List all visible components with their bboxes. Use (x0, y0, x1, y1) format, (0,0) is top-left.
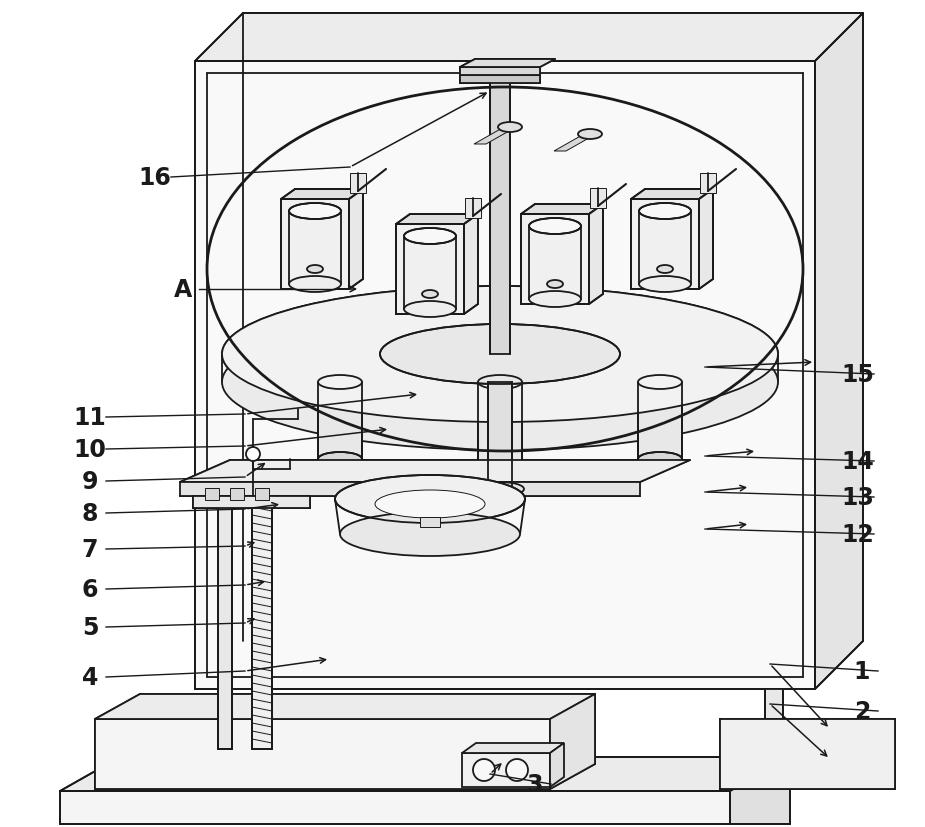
Polygon shape (255, 489, 269, 500)
Polygon shape (815, 14, 863, 689)
Polygon shape (462, 743, 564, 753)
Polygon shape (765, 689, 783, 757)
Polygon shape (720, 719, 895, 789)
Ellipse shape (222, 314, 778, 451)
Ellipse shape (340, 513, 520, 557)
Polygon shape (205, 489, 219, 500)
Ellipse shape (404, 229, 456, 245)
Polygon shape (95, 694, 595, 719)
Polygon shape (396, 215, 478, 225)
Ellipse shape (222, 287, 778, 423)
Polygon shape (420, 518, 440, 528)
Polygon shape (488, 383, 512, 490)
Polygon shape (462, 753, 550, 787)
Text: 6: 6 (81, 577, 98, 601)
Text: 11: 11 (74, 405, 106, 429)
Polygon shape (474, 128, 516, 145)
Polygon shape (465, 198, 481, 218)
Ellipse shape (246, 447, 260, 461)
Ellipse shape (506, 759, 528, 781)
Polygon shape (521, 205, 603, 215)
Text: 13: 13 (842, 485, 874, 509)
Polygon shape (550, 743, 564, 787)
Polygon shape (350, 174, 366, 194)
Ellipse shape (375, 490, 485, 519)
Text: 5: 5 (81, 615, 98, 639)
Polygon shape (700, 174, 716, 194)
Polygon shape (193, 496, 310, 509)
Text: 16: 16 (139, 165, 171, 189)
Polygon shape (318, 383, 362, 460)
Polygon shape (590, 189, 606, 208)
Ellipse shape (404, 302, 456, 318)
Ellipse shape (498, 123, 522, 133)
Text: 7: 7 (81, 538, 98, 562)
Ellipse shape (547, 280, 563, 289)
Ellipse shape (478, 375, 522, 390)
Text: 12: 12 (842, 523, 874, 547)
Polygon shape (730, 757, 790, 824)
Ellipse shape (476, 482, 524, 496)
Polygon shape (230, 489, 244, 500)
Polygon shape (460, 60, 555, 68)
Ellipse shape (473, 759, 495, 781)
Text: 3: 3 (526, 772, 543, 796)
Polygon shape (490, 78, 510, 355)
Ellipse shape (578, 130, 602, 140)
Polygon shape (180, 461, 690, 482)
Text: 8: 8 (81, 501, 98, 525)
Ellipse shape (335, 476, 525, 523)
Ellipse shape (529, 292, 581, 308)
Ellipse shape (638, 452, 682, 466)
Text: 4: 4 (81, 665, 98, 689)
Ellipse shape (289, 203, 341, 220)
Polygon shape (281, 200, 349, 289)
Polygon shape (349, 189, 363, 289)
Ellipse shape (222, 287, 778, 423)
Polygon shape (521, 215, 589, 304)
Polygon shape (281, 189, 363, 200)
Polygon shape (218, 496, 232, 749)
Polygon shape (631, 189, 713, 200)
Ellipse shape (529, 218, 581, 235)
Polygon shape (460, 68, 540, 76)
Polygon shape (396, 225, 464, 314)
Polygon shape (478, 383, 522, 480)
Text: 1: 1 (854, 659, 870, 683)
Ellipse shape (639, 203, 691, 220)
Text: 10: 10 (74, 437, 106, 461)
Polygon shape (460, 76, 540, 84)
Polygon shape (550, 694, 595, 789)
Polygon shape (180, 482, 640, 496)
Polygon shape (699, 189, 713, 289)
Text: A: A (174, 278, 192, 302)
Polygon shape (195, 62, 815, 689)
Polygon shape (95, 719, 550, 789)
Ellipse shape (478, 472, 522, 486)
Polygon shape (589, 205, 603, 304)
Ellipse shape (639, 277, 691, 293)
Polygon shape (631, 200, 699, 289)
Ellipse shape (422, 290, 438, 299)
Polygon shape (252, 496, 272, 749)
Ellipse shape (318, 375, 362, 390)
Text: 14: 14 (842, 449, 874, 473)
Polygon shape (195, 14, 863, 62)
Text: 15: 15 (842, 362, 874, 386)
Ellipse shape (657, 265, 673, 274)
Text: 2: 2 (854, 699, 870, 723)
Ellipse shape (289, 277, 341, 293)
Ellipse shape (307, 265, 323, 274)
Polygon shape (638, 383, 682, 460)
Polygon shape (60, 757, 790, 791)
Polygon shape (464, 215, 478, 314)
Ellipse shape (638, 375, 682, 390)
Polygon shape (554, 135, 596, 152)
Polygon shape (60, 791, 730, 824)
Text: 9: 9 (81, 470, 98, 494)
Ellipse shape (318, 452, 362, 466)
Ellipse shape (380, 325, 620, 385)
